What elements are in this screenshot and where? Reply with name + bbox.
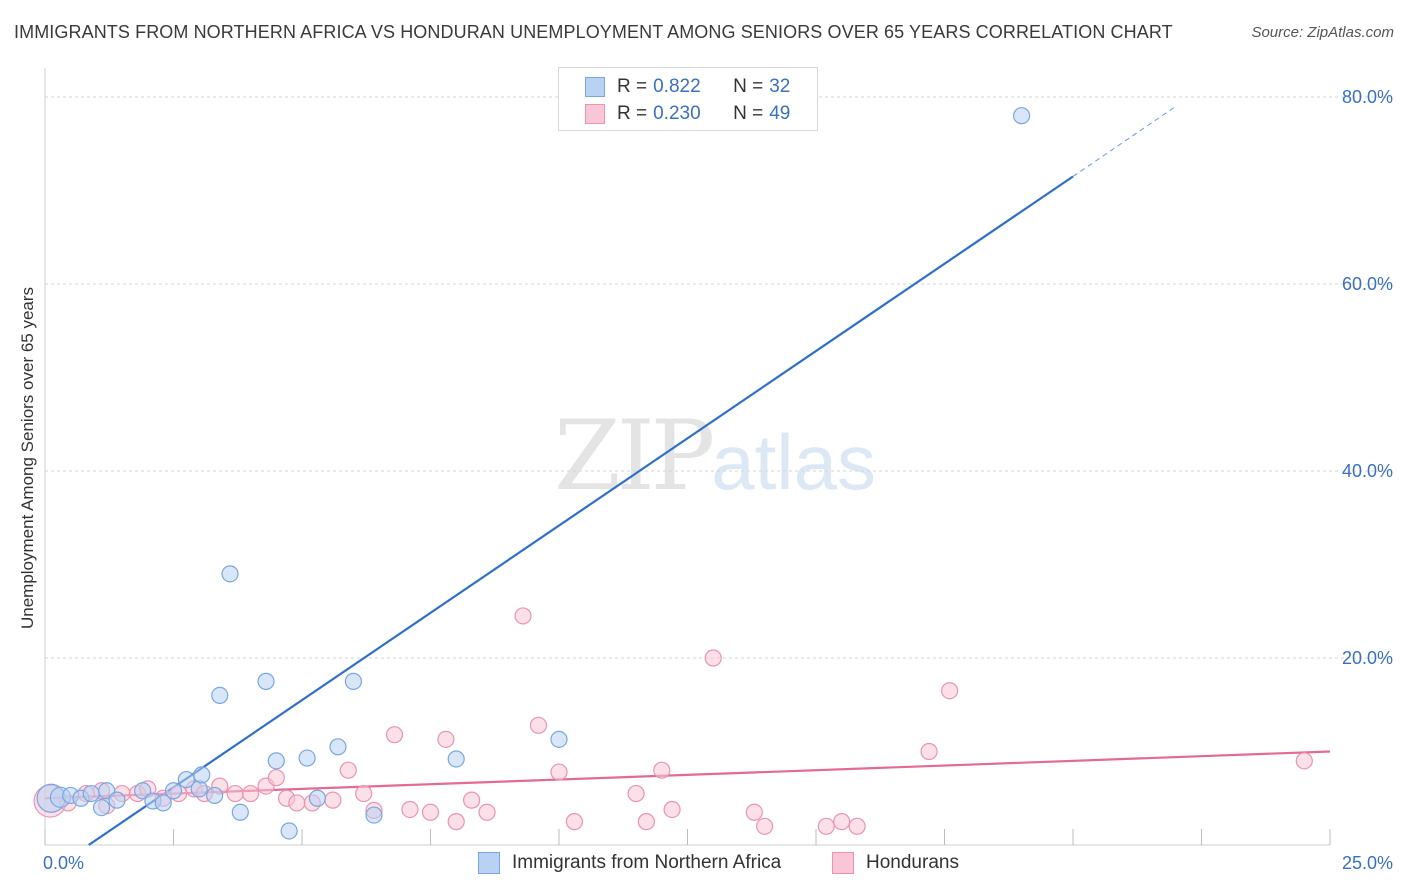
watermark: ZIPatlas [554, 400, 876, 512]
data-point-series1 [344, 672, 362, 690]
watermark-atlas: atlas [711, 418, 876, 506]
data-point-series2 [565, 813, 584, 831]
axes [44, 68, 1331, 846]
data-point-series2 [817, 817, 835, 835]
legend-swatch-pink [832, 852, 854, 874]
y-axis-label: Unemployment Among Seniors over 65 years [18, 286, 37, 630]
trend-lines [44, 105, 1331, 846]
data-point-series1 [550, 730, 568, 748]
legend-r-label: R = [617, 103, 648, 124]
data-point-series1 [154, 794, 172, 812]
data-point-series2 [437, 730, 455, 748]
legend-swatch-blue [478, 852, 500, 874]
data-point-series1 [108, 791, 126, 809]
data-point-series1 [211, 686, 229, 705]
legend-label-series1: Immigrants from Northern Africa [512, 852, 782, 873]
legend-row-series1: R = 0.822 N = 32 [585, 75, 790, 99]
legend-n-value: 49 [769, 103, 791, 124]
data-point-series1 [257, 672, 275, 690]
legend-r-value: 0.822 [653, 76, 701, 97]
data-point-series2 [833, 813, 851, 831]
data-point-series1 [329, 738, 347, 756]
data-point-series2 [920, 742, 938, 761]
data-point-series1 [177, 770, 195, 789]
data-point-series2 [463, 791, 481, 809]
data-point-series1 [231, 803, 249, 821]
y-tick-label: 40.0% [1342, 461, 1393, 481]
legend-row-series2: R = 0.230 N = 49 [585, 102, 790, 126]
data-point-series2 [478, 803, 496, 821]
bottom-legend-series2: Hondurans [832, 852, 959, 874]
data-point-series1 [92, 798, 111, 817]
data-point-series2 [653, 761, 671, 779]
source-label: Source: ZipAtlas.com [1251, 24, 1394, 41]
legend-label-series2: Hondurans [866, 852, 959, 873]
data-point-series1 [298, 749, 316, 767]
data-point-series2 [339, 761, 357, 779]
grid-lines [45, 96, 1393, 659]
chart-title: IMMIGRANTS FROM NORTHERN AFRICA VS HONDU… [14, 22, 1173, 42]
data-point-series1 [193, 766, 211, 784]
data-point-series2 [401, 800, 419, 819]
data-point-series2 [324, 791, 342, 809]
data-point-series1 [280, 822, 298, 840]
data-point-series1 [134, 782, 152, 800]
data-point-series1 [82, 784, 100, 803]
data-point-series1 [447, 750, 465, 768]
y-tick-label: 20.0% [1342, 648, 1393, 668]
data-point-series2 [637, 813, 655, 831]
data-point-series1 [206, 786, 224, 805]
data-point-series2 [848, 817, 866, 835]
data-point-series2 [550, 763, 568, 781]
data-point-series2 [529, 716, 548, 734]
data-point-series2 [627, 784, 645, 803]
data-point-series2 [663, 800, 681, 819]
data-points [33, 107, 1313, 840]
trend-line-series1 [88, 175, 1074, 846]
data-point-series2 [1295, 752, 1313, 770]
data-point-series2 [704, 649, 722, 667]
data-point-series2 [355, 784, 373, 803]
data-point-series2 [242, 784, 260, 803]
legend-r-value: 0.230 [653, 103, 701, 124]
data-point-series1 [308, 789, 327, 807]
legend-n-label: N = [733, 103, 764, 124]
data-point-series2 [288, 794, 306, 812]
data-point-series1 [190, 780, 208, 798]
data-point-series2 [941, 682, 959, 700]
data-point-series2 [385, 726, 404, 744]
data-point-series2 [421, 803, 440, 821]
legend-swatch-pink [585, 104, 605, 124]
data-point-series2 [267, 769, 285, 787]
data-point-series1 [1012, 107, 1031, 125]
legend-r-label: R = [617, 76, 648, 97]
x-tick-label: 25.0% [1342, 853, 1393, 873]
data-point-series1 [365, 806, 383, 824]
data-point-series1 [221, 565, 239, 583]
y-tick-label: 60.0% [1342, 274, 1393, 294]
watermark-zip: ZIP [554, 400, 715, 512]
data-point-series2 [226, 784, 244, 803]
data-point-series2 [447, 813, 465, 831]
data-point-series2 [514, 607, 532, 625]
trend-extension-series1 [1072, 105, 1177, 177]
y-tick-label: 80.0% [1342, 87, 1393, 107]
data-point-series2 [745, 803, 763, 821]
x-tick-label: 0.0% [43, 853, 84, 873]
correlation-legend: R = 0.822 N = 32 R = 0.230 N = 49 [558, 67, 818, 131]
legend-n-value: 32 [769, 76, 791, 97]
legend-n-label: N = [733, 76, 764, 97]
legend-swatch-blue [585, 77, 605, 97]
data-point-series1 [164, 782, 183, 800]
data-point-series2 [755, 817, 774, 835]
data-point-series1 [267, 752, 285, 770]
bottom-legend-series1: Immigrants from Northern Africa [478, 852, 781, 874]
tick-labels: 20.0% 40.0% 60.0% 80.0% 0.0% 25.0% [43, 87, 1393, 873]
